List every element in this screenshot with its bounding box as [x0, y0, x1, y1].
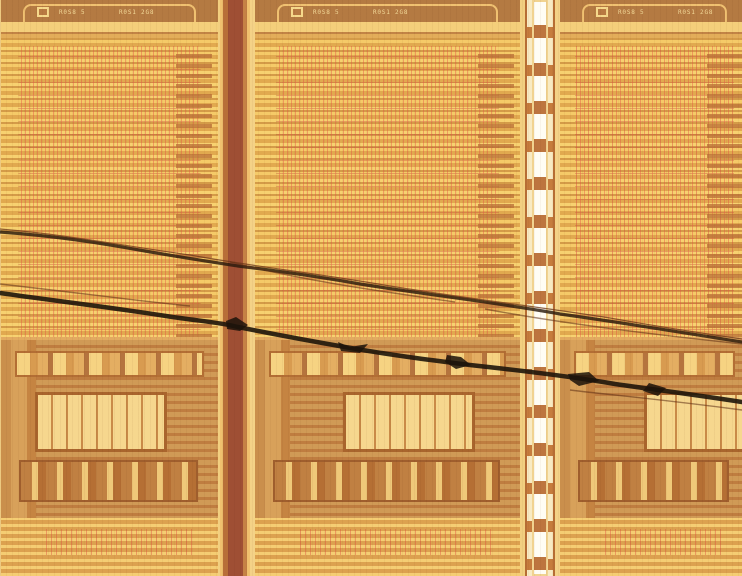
right-scribe-test-column [525, 0, 555, 576]
center-cell-block [343, 392, 475, 452]
center-chip-die: R0S8 5 R0S1 2G8 [250, 0, 526, 576]
left-chip-die: R0S8 5 R0S1 2G8 [0, 0, 224, 576]
center-memory-array [255, 38, 520, 338]
right-memory-array [560, 38, 742, 338]
right-die-header: R0S8 5 R0S1 2G8 [560, 0, 742, 34]
center-die-label-left: R0S8 5 [313, 9, 340, 16]
center-die-label-right: R0S1 2G8 [373, 9, 409, 16]
left-scribe-lane [220, 0, 250, 576]
right-bottom-array [560, 518, 742, 576]
center-bottom-array [255, 518, 520, 576]
left-peripheral-circuit [1, 337, 218, 524]
right-die-label-right: R0S1 2G8 [678, 9, 714, 16]
left-bottom-array [1, 518, 218, 576]
center-die-logo [291, 7, 303, 17]
left-cell-block [35, 392, 167, 452]
right-cell-block [644, 392, 742, 452]
left-die-logo [37, 7, 49, 17]
left-die-header: R0S8 5 R0S1 2G8 [1, 0, 218, 34]
left-die-label-right: R0S1 2G8 [119, 9, 155, 16]
right-die-label-left: R0S8 5 [618, 9, 645, 16]
left-die-label-left: R0S8 5 [59, 9, 86, 16]
center-die-header: R0S8 5 R0S1 2G8 [255, 0, 520, 34]
right-peripheral-circuit [560, 337, 742, 524]
left-memory-array [1, 38, 218, 338]
center-peripheral-circuit [255, 337, 520, 524]
right-die-logo [596, 7, 608, 17]
right-chip-die: R0S8 5 R0S1 2G8 [555, 0, 742, 576]
